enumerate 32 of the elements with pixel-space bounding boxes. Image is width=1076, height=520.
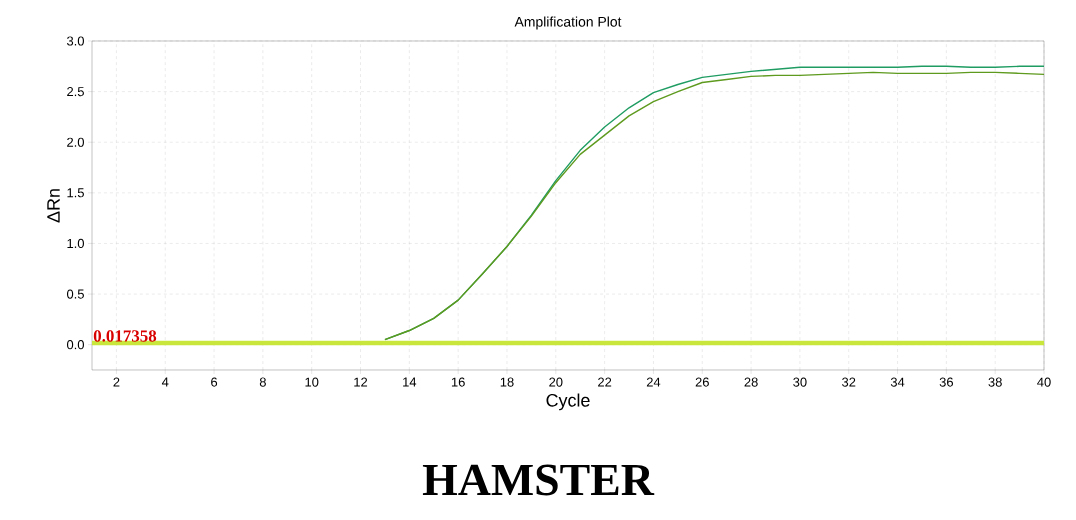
y-tick-label: 2.0 bbox=[67, 137, 84, 147]
x-tick-label: 22 bbox=[598, 377, 612, 387]
x-tick-label: 40 bbox=[1037, 377, 1051, 387]
x-tick-label: 10 bbox=[305, 377, 319, 387]
x-tick-label: 24 bbox=[646, 377, 661, 387]
x-tick-label: 4 bbox=[161, 377, 169, 387]
x-tick-label: 26 bbox=[695, 377, 709, 387]
x-tick-label: 16 bbox=[451, 377, 465, 387]
ref-line-label: 0.017358 bbox=[93, 330, 157, 342]
y-tick-label: 2.5 bbox=[67, 87, 84, 97]
x-axis-title: Cycle bbox=[546, 393, 590, 411]
x-tick-label: 32 bbox=[842, 377, 856, 387]
y-tick-label: 0.5 bbox=[66, 289, 84, 299]
x-tick-label: 28 bbox=[744, 377, 758, 387]
y-axis-title: ΔRn bbox=[47, 189, 60, 223]
chart-title: Amplification Plot bbox=[514, 16, 622, 30]
x-tick-label: 6 bbox=[211, 377, 218, 387]
y-tick-label: 1.0 bbox=[67, 238, 84, 249]
x-tick-label: 2 bbox=[113, 377, 120, 387]
x-tick-label: 18 bbox=[500, 377, 514, 387]
y-tick-label: 3.0 bbox=[66, 36, 84, 46]
text: HAMSTER bbox=[422, 464, 655, 496]
x-tick-label: 36 bbox=[939, 377, 953, 387]
x-tick-label: 30 bbox=[793, 377, 807, 387]
y-tick-label: 0.0 bbox=[66, 340, 84, 350]
x-tick-label: 34 bbox=[890, 377, 905, 387]
y-tick-label: 1.5 bbox=[67, 188, 84, 198]
x-tick-label: 38 bbox=[988, 377, 1002, 387]
x-tick-label: 20 bbox=[549, 377, 563, 387]
x-tick-label: 12 bbox=[354, 377, 368, 387]
x-tick-label: 8 bbox=[259, 377, 266, 387]
x-tick-label: 14 bbox=[403, 377, 417, 387]
